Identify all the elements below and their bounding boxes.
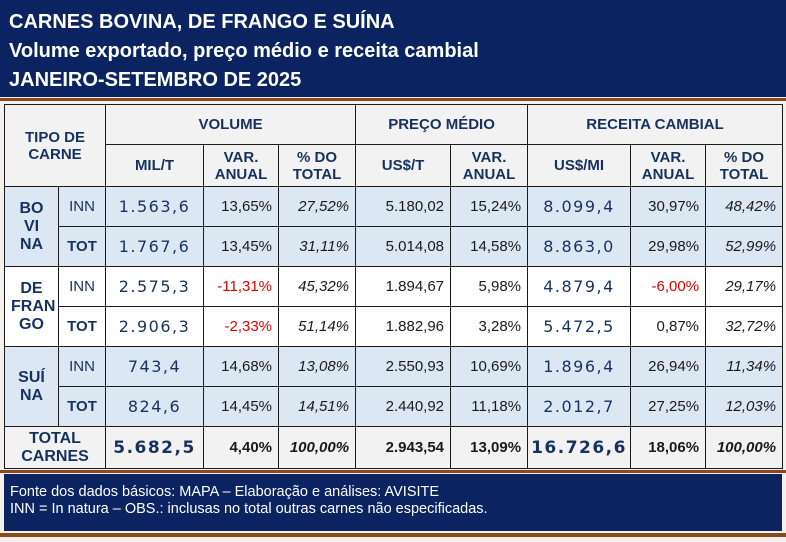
revenue-var: 27,25% xyxy=(630,386,707,427)
header-pct: % DO TOTAL xyxy=(278,144,357,187)
title-banner: CARNES BOVINA, DE FRANGO E SUÍNA Volume … xyxy=(0,0,786,97)
price-value: 1.894,67 xyxy=(355,266,452,307)
revenue-value: 2.012,7 xyxy=(527,386,632,427)
volume-var: 14,45% xyxy=(203,386,280,427)
revenue-var: 29,98% xyxy=(630,226,707,267)
row-type: TOT xyxy=(57,226,107,267)
header-var: VAR. ANUAL xyxy=(450,144,529,187)
volume-pct: 100,00% xyxy=(278,426,357,469)
volume-pct: 14,51% xyxy=(278,386,357,427)
revenue-pct: 11,34% xyxy=(705,346,784,387)
header-receita: RECEITA CAMBIAL xyxy=(527,104,784,145)
footer-obs: INN = In natura – OBS.: inclusas no tota… xyxy=(10,501,488,517)
volume-var: 14,68% xyxy=(203,346,280,387)
title-line3: JANEIRO-SETEMBRO DE 2025 xyxy=(9,69,302,91)
header-mil-t: MIL/T xyxy=(105,144,205,187)
table-row: DE FRAN GO INN 2.575,3 -11,31% 45,32% 1.894,6… xyxy=(4,266,784,347)
revenue-pct: 52,99% xyxy=(705,226,784,267)
revenue-value: 4.879,4 xyxy=(527,266,632,307)
volume-value: 2.906,3 xyxy=(105,306,205,347)
divider xyxy=(0,470,786,473)
revenue-var: 30,97% xyxy=(630,186,707,227)
volume-pct: 13,08% xyxy=(278,346,357,387)
revenue-pct: 48,42% xyxy=(705,186,784,227)
row-type: INN xyxy=(57,186,107,227)
row-type: INN xyxy=(57,266,107,307)
revenue-value: 16.726,6 xyxy=(527,426,632,469)
volume-var: 4,40% xyxy=(203,426,280,469)
divider xyxy=(0,98,786,101)
volume-var: 13,45% xyxy=(203,226,280,267)
table-row: TOT 2.906,3 -2,33% 51,14% 1.882,96 3,28% 5.472… xyxy=(5,306,784,347)
price-value: 5.014,08 xyxy=(355,226,452,267)
meat-type-label: DE FRAN GO xyxy=(4,266,59,347)
table-row: SUÍ NA INN 743,4 14,68% 13,08% 2.550,93 10,69%… xyxy=(4,346,784,427)
revenue-pct: 32,72% xyxy=(705,306,784,347)
row-type: INN xyxy=(57,346,107,387)
volume-pct: 27,52% xyxy=(278,186,357,227)
total-label: TOTAL CARNES xyxy=(3,426,107,469)
price-value: 2.943,54 xyxy=(355,426,452,469)
revenue-pct: 29,17% xyxy=(705,266,784,307)
price-value: 2.550,93 xyxy=(355,346,452,387)
volume-value: 1.563,6 xyxy=(105,186,205,227)
header-var: VAR. ANUAL xyxy=(203,144,280,187)
revenue-value: 8.099,4 xyxy=(527,186,632,227)
volume-var: -2,33% xyxy=(203,306,280,347)
volume-pct: 31,11% xyxy=(278,226,357,267)
volume-var: -11,31% xyxy=(203,266,280,307)
price-var: 5,98% xyxy=(450,266,529,307)
volume-var: 13,65% xyxy=(203,186,280,227)
price-var: 15,24% xyxy=(450,186,529,227)
data-table: TIPO DE CARNE VOLUME PREÇO MÉDIO RECEITA… xyxy=(3,104,784,469)
price-var: 11,18% xyxy=(450,386,529,427)
price-var: 13,09% xyxy=(450,426,529,469)
title-line2: Volume exportado, preço médio e receita … xyxy=(9,40,479,62)
revenue-var: 18,06% xyxy=(630,426,707,469)
revenue-pct: 100,00% xyxy=(705,426,784,469)
volume-pct: 51,14% xyxy=(278,306,357,347)
volume-value: 743,4 xyxy=(105,346,205,387)
revenue-pct: 12,03% xyxy=(705,386,784,427)
revenue-var: 26,94% xyxy=(630,346,707,387)
title-line1: CARNES BOVINA, DE FRANGO E SUÍNA xyxy=(9,11,395,33)
volume-value: 824,6 xyxy=(105,386,205,427)
meat-type-label: SUÍ NA xyxy=(4,346,59,427)
divider xyxy=(0,533,786,537)
price-value: 5.180,02 xyxy=(355,186,452,227)
header-us-t: US$/T xyxy=(355,144,452,187)
revenue-value: 5.472,5 xyxy=(527,306,632,347)
header-preco: PREÇO MÉDIO xyxy=(355,104,529,145)
header-volume: VOLUME xyxy=(105,104,357,145)
revenue-var: 0,87% xyxy=(630,306,707,347)
volume-value: 5.682,5 xyxy=(105,426,205,469)
revenue-value: 8.863,0 xyxy=(527,226,632,267)
row-type: TOT xyxy=(57,386,107,427)
header-var: VAR. ANUAL xyxy=(630,144,707,187)
price-value: 1.882,96 xyxy=(355,306,452,347)
footer-source: Fonte dos dados básicos: MAPA – Elaboraç… xyxy=(10,484,440,500)
header-us-mi: US$/MI xyxy=(527,144,632,187)
meat-type-label: BO VI NA xyxy=(4,186,59,267)
price-var: 3,28% xyxy=(450,306,529,347)
volume-value: 1.767,6 xyxy=(105,226,205,267)
row-type: TOT xyxy=(57,306,107,347)
volume-value: 2.575,3 xyxy=(105,266,205,307)
total-row: TOTAL CARNES 5.682,5 4,40% 100,00% 2.943,54 1… xyxy=(3,426,784,469)
revenue-value: 1.896,4 xyxy=(527,346,632,387)
table-row: TOT 1.767,6 13,45% 31,11% 5.014,08 14,58% 8.86… xyxy=(5,226,784,267)
table-row: BO VI NA INN 1.563,6 13,65% 27,52% 5.180,02 15… xyxy=(4,186,784,267)
revenue-var: -6,00% xyxy=(630,266,707,307)
header-tipo: TIPO DE CARNE xyxy=(3,104,107,187)
header-pct: % DO TOTAL xyxy=(705,144,784,187)
price-value: 2.440,92 xyxy=(355,386,452,427)
price-var: 14,58% xyxy=(450,226,529,267)
footer-notes: Fonte dos dados básicos: MAPA – Elaboraç… xyxy=(4,474,782,531)
table-row: TOT 824,6 14,45% 14,51% 2.440,92 11,18% 2.012,… xyxy=(5,386,784,427)
volume-pct: 45,32% xyxy=(278,266,357,307)
price-var: 10,69% xyxy=(450,346,529,387)
